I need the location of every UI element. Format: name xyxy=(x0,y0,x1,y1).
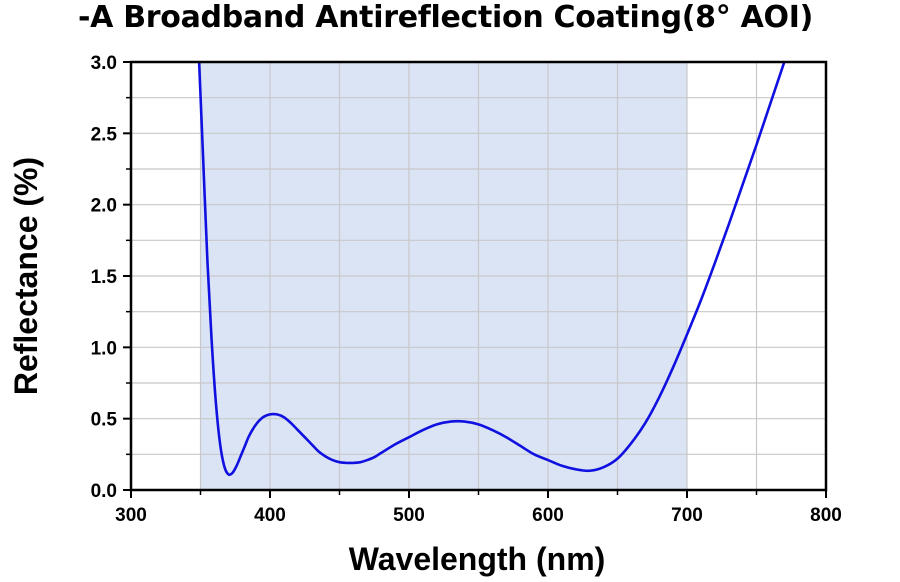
x-tick-label: 400 xyxy=(254,505,286,526)
y-tick-label: 1.5 xyxy=(91,267,118,288)
y-tick-label: 2.5 xyxy=(91,124,118,145)
x-axis-title: Wavelength (nm) xyxy=(349,541,606,577)
x-tick-label: 500 xyxy=(393,505,425,526)
y-tick-label: 0.0 xyxy=(91,481,117,502)
y-tick-label: 2.0 xyxy=(91,196,117,217)
y-tick-label: 3.0 xyxy=(91,53,117,74)
x-tick-label: 700 xyxy=(671,505,703,526)
x-tick-label: 600 xyxy=(532,505,564,526)
x-tick-label: 800 xyxy=(810,505,842,526)
y-tick-label: 0.5 xyxy=(91,410,118,431)
reflectance-curve xyxy=(197,62,786,477)
chart-title: -A Broadband Antireflection Coating(8° A… xyxy=(78,0,813,35)
y-tick-label: 1.0 xyxy=(91,338,117,359)
x-tick-label: 300 xyxy=(115,505,147,526)
y-axis-title: Reflectance (%) xyxy=(8,157,44,395)
